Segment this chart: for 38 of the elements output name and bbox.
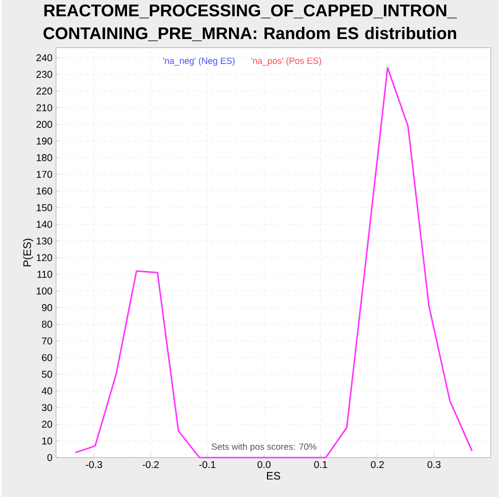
annotation: Sets with pos scores: 70% — [212, 443, 316, 452]
x-tick-label: -0.2 — [142, 460, 159, 468]
y-tick-label: 240 — [36, 54, 52, 62]
x-tick-label: 0.3 — [428, 460, 441, 468]
x-tick-label: 0.0 — [258, 460, 271, 468]
y-tick-label: 90 — [42, 304, 52, 311]
y-tick-label: 30 — [42, 404, 52, 411]
y-tick-label: 50 — [42, 370, 52, 378]
y-tick-label: 190 — [36, 137, 52, 144]
y-tick-label: 20 — [42, 420, 52, 428]
annotation: 'na_neg' (Neg ES) — [163, 57, 235, 66]
x-tick-label: -0.3 — [86, 460, 102, 468]
y-tick-label: 130 — [36, 237, 52, 244]
y-tick-label: 100 — [36, 287, 52, 294]
y-tick-label: 120 — [36, 254, 52, 261]
x-axis-title: ES — [267, 472, 280, 480]
x-tick-label: -0.1 — [199, 460, 216, 468]
y-tick-label: 0 — [47, 454, 52, 461]
y-tick-label: 170 — [36, 170, 52, 178]
x-tick-label: 0.1 — [314, 460, 328, 468]
y-tick-label: 60 — [42, 354, 52, 361]
y-tick-label: 40 — [42, 387, 52, 394]
y-axis-title: P(ES) — [23, 238, 34, 266]
y-tick-label: 200 — [36, 120, 52, 128]
y-tick-label: 220 — [36, 87, 52, 94]
y-tick-label: 80 — [42, 320, 52, 328]
y-tick-label: 110 — [37, 270, 52, 278]
y-tick-label: 150 — [36, 204, 52, 211]
x-tick-label: 0.2 — [370, 460, 384, 468]
y-tick-label: 180 — [36, 154, 52, 162]
y-tick-label: 230 — [36, 70, 52, 78]
y-tick-label: 70 — [42, 337, 52, 344]
chart-title: REACTOME_PROCESSING_OF_CAPPED_INTRON_CONTAINING_PRE_MRNA: Random ES distribution — [44, 4, 457, 41]
y-tick-label: 210 — [36, 104, 52, 112]
y-tick-label: 10 — [42, 437, 52, 444]
y-tick-label: 160 — [36, 187, 52, 194]
y-tick-label: 140 — [36, 220, 52, 228]
annotation: 'na_pos' (Pos ES) — [251, 57, 322, 66]
